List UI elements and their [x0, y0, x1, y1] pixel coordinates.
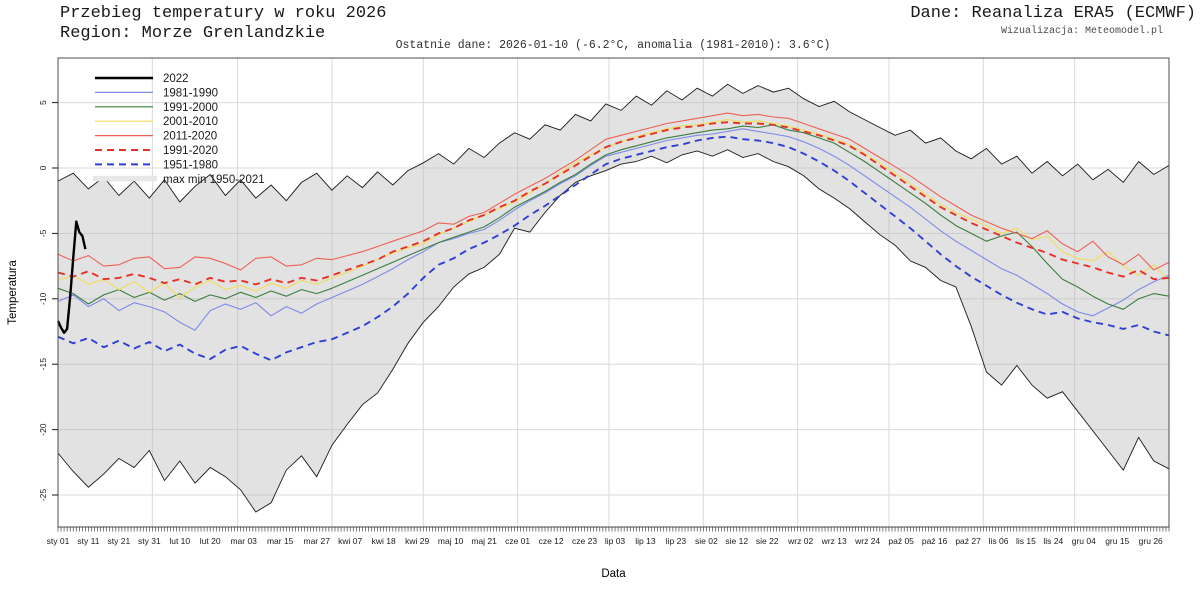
- plot-frame: [57, 57, 1170, 528]
- x-tick-label: maj 10: [438, 536, 464, 546]
- x-tick-label: cze 01: [505, 536, 530, 546]
- series-line-1991-2020: [57, 121, 1170, 286]
- main-title: Przebieg temperatury w roku 2026: [60, 4, 387, 23]
- svg-text:2022: 2022: [163, 73, 189, 85]
- x-tick-label: paź 27: [955, 536, 981, 546]
- x-tick-label: lis 06: [989, 536, 1009, 546]
- x-tick-label: kwi 07: [338, 536, 362, 546]
- series-line-2001-2010: [57, 119, 1170, 299]
- legend-item-2022: 2022: [95, 73, 189, 85]
- x-tick-label: lis 24: [1043, 536, 1063, 546]
- legend-item-minmax-band: max min 1950-2021: [93, 174, 265, 186]
- x-tick-label: sty 11: [77, 536, 99, 546]
- svg-text:1991-2020: 1991-2020: [163, 145, 218, 157]
- y-tick-label: -10: [38, 292, 48, 305]
- x-tick-label: wrz 02: [787, 536, 813, 546]
- x-axis: sty 01 sty 11 sty 21 sty 31 lut 10 lut 20 mar …: [47, 527, 1170, 546]
- legend-item-1991-2020: 1991-2020: [95, 145, 218, 157]
- svg-text:max min 1950-2021: max min 1950-2021: [163, 174, 265, 186]
- x-tick-label: cze 12: [539, 536, 564, 546]
- x-tick-label: gru 26: [1139, 536, 1163, 546]
- x-tick-label: lip 13: [635, 536, 656, 546]
- y-tick-label: -15: [38, 358, 48, 371]
- x-tick-label: maj 21: [471, 536, 497, 546]
- data-source-title: Dane: Reanaliza ERA5 (ECMWF): [910, 4, 1196, 23]
- y-tick-label: -25: [38, 489, 48, 502]
- x-tick-label: lut 20: [200, 536, 221, 546]
- x-tick-label: mar 27: [303, 536, 330, 546]
- visualization-credit: Wizualizacja: Meteomodel.pl: [1000, 26, 1163, 37]
- band-outline-min: [57, 149, 1170, 513]
- y-tick-label: -20: [38, 423, 48, 436]
- y-axis: 5 0 -5 -10 -15 -20 -25: [38, 100, 58, 501]
- series-line-1991-2000: [57, 124, 1170, 310]
- legend-item-2001-2010: 2001-2010: [95, 116, 218, 128]
- x-tick-label: wrz 24: [854, 536, 880, 546]
- series-line-2022: [56, 220, 87, 334]
- y-axis-label: Temperatura: [7, 260, 19, 325]
- y-tick-label: 0: [38, 165, 48, 170]
- x-tick-label: lip 03: [605, 536, 626, 546]
- x-tick-label: wrz 13: [821, 536, 847, 546]
- x-tick-label: cze 23: [572, 536, 597, 546]
- x-tick-label: mar 15: [267, 536, 294, 546]
- x-tick-label: lut 10: [169, 536, 190, 546]
- x-tick-label: paź 05: [888, 536, 914, 546]
- x-axis-label: Data: [601, 568, 626, 580]
- svg-text:1951-1980: 1951-1980: [163, 159, 218, 171]
- minmax-band: [58, 84, 1169, 513]
- series-line-1951-1980: [57, 135, 1170, 362]
- x-tick-label: sty 31: [138, 536, 161, 546]
- x-tick-label: kwi 18: [372, 536, 396, 546]
- series-line-2011-2020: [57, 112, 1170, 271]
- legend-item-2011-2020: 2011-2020: [95, 131, 217, 143]
- band-outline-max: [57, 83, 1170, 203]
- x-tick-label: paź 16: [922, 536, 948, 546]
- y-tick-label: -5: [38, 229, 48, 237]
- legend-item-1981-1990: 1981-1990: [95, 87, 218, 99]
- latest-data-subtitle: Ostatnie dane: 2026-01-10 (-6.2°C, anoma…: [395, 39, 831, 52]
- svg-text:1981-1990: 1981-1990: [163, 87, 218, 99]
- x-tick-label: sty 21: [108, 536, 131, 546]
- legend-item-1951-1980: 1951-1980: [95, 159, 218, 171]
- legend: 2022 1981-1990 1991-2000 2001-2010 2011-2020…: [93, 73, 265, 186]
- x-tick-label: gru 04: [1072, 536, 1096, 546]
- svg-text:1991-2000: 1991-2000: [163, 102, 218, 114]
- x-tick-label: gru 15: [1105, 536, 1129, 546]
- x-tick-label: kwi 29: [405, 536, 429, 546]
- svg-text:2011-2020: 2011-2020: [163, 131, 217, 143]
- gridlines: [58, 58, 1169, 527]
- x-tick-label: lis 15: [1016, 536, 1036, 546]
- y-tick-label: 5: [38, 100, 48, 105]
- x-tick-label: sie 02: [695, 536, 718, 546]
- region-title: Region: Morze Grenlandzkie: [60, 24, 326, 43]
- svg-text:2001-2010: 2001-2010: [163, 116, 218, 128]
- legend-item-1991-2000: 1991-2000: [95, 102, 218, 114]
- x-tick-label: lip 23: [666, 536, 687, 546]
- x-tick-label: sty 01: [47, 536, 70, 546]
- x-tick-label: mar 03: [230, 536, 257, 546]
- series-line-1981-1990: [57, 128, 1170, 331]
- x-tick-label: sie 12: [725, 536, 748, 546]
- x-tick-label: sie 22: [756, 536, 779, 546]
